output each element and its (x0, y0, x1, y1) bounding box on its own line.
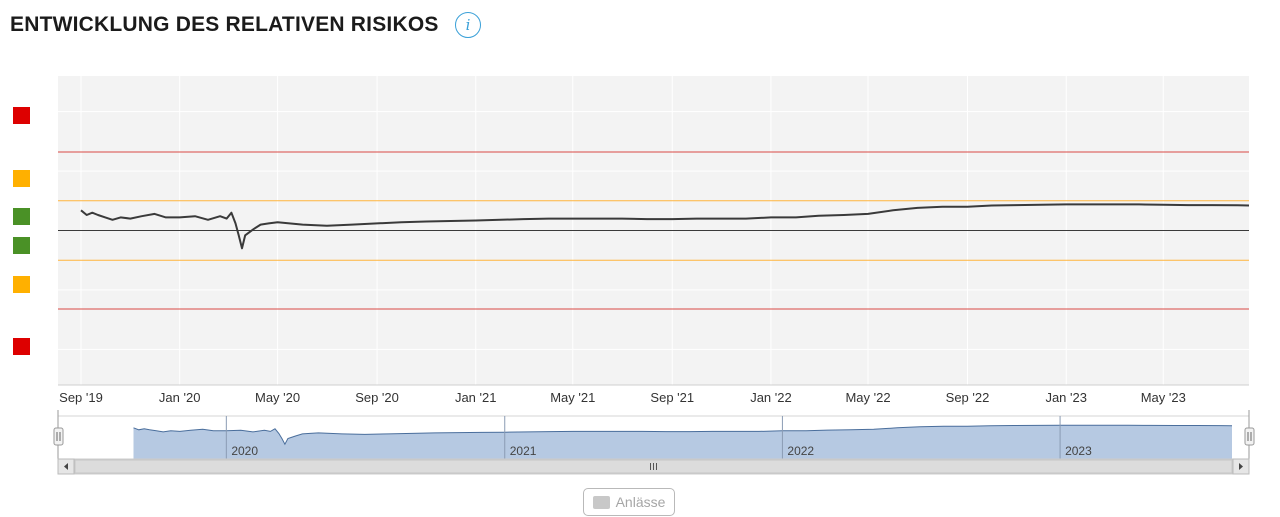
navigator-handle[interactable] (53, 427, 64, 446)
navigator-year-label: 2020 (231, 444, 258, 458)
x-tick-label: Jan '22 (750, 390, 792, 405)
navigator-line (133, 424, 1233, 446)
risk-square-high (13, 338, 30, 355)
navigator-year-label: 2022 (787, 444, 814, 458)
x-tick-label: May '23 (1141, 390, 1186, 405)
scroll-left-arrow-icon (64, 463, 68, 470)
risk-series-line (80, 203, 1250, 250)
navigator-years: 2020 2021 2022 2023 (225, 416, 1092, 459)
anlaesse-checkbox[interactable] (592, 495, 610, 509)
x-tick-label: Jan '21 (455, 390, 497, 405)
x-tick-label: Sep '22 (946, 390, 990, 405)
x-tick-label: Jan '23 (1045, 390, 1087, 405)
anlaesse-toggle-button[interactable]: Anlässe (583, 488, 675, 516)
risk-square-low (13, 237, 30, 254)
scrollbar[interactable] (57, 458, 1250, 475)
x-tick-label: Sep '20 (355, 390, 399, 405)
navigator-handle[interactable] (1244, 427, 1255, 446)
x-tick-label: May '20 (255, 390, 300, 405)
risk-square-low (13, 208, 30, 225)
risk-square-high (13, 107, 30, 124)
navigator-handles[interactable] (53, 410, 1255, 459)
navigator-series (133, 424, 1233, 459)
risk-chart: Sep '19 Jan '20 May '20 Sep '20 Jan '21 May '… (53, 76, 1255, 475)
navigator-year-label: 2023 (1065, 444, 1092, 458)
risk-square-medium (13, 276, 30, 293)
navigator-year-label: 2021 (510, 444, 537, 458)
x-tick-label: Sep '21 (650, 390, 694, 405)
navigator[interactable]: 2020 2021 2022 2023 (53, 410, 1255, 475)
x-tick-label: Jan '20 (159, 390, 201, 405)
x-tick-label: May '22 (845, 390, 890, 405)
page-title: ENTWICKLUNG DES RELATIVEN RISIKOS (10, 13, 439, 36)
anlaesse-label: Anlässe (615, 494, 666, 510)
x-tick-label: Sep '19 (59, 390, 103, 405)
risk-square-medium (13, 170, 30, 187)
x-axis: Sep '19 Jan '20 May '20 Sep '20 Jan '21 May '… (58, 384, 1249, 405)
series (80, 203, 1250, 250)
x-tick-label: May '21 (550, 390, 595, 405)
reference-lines (58, 151, 1249, 310)
info-circle-icon[interactable]: i (455, 12, 481, 38)
scroll-right-arrow-icon (1239, 463, 1243, 470)
